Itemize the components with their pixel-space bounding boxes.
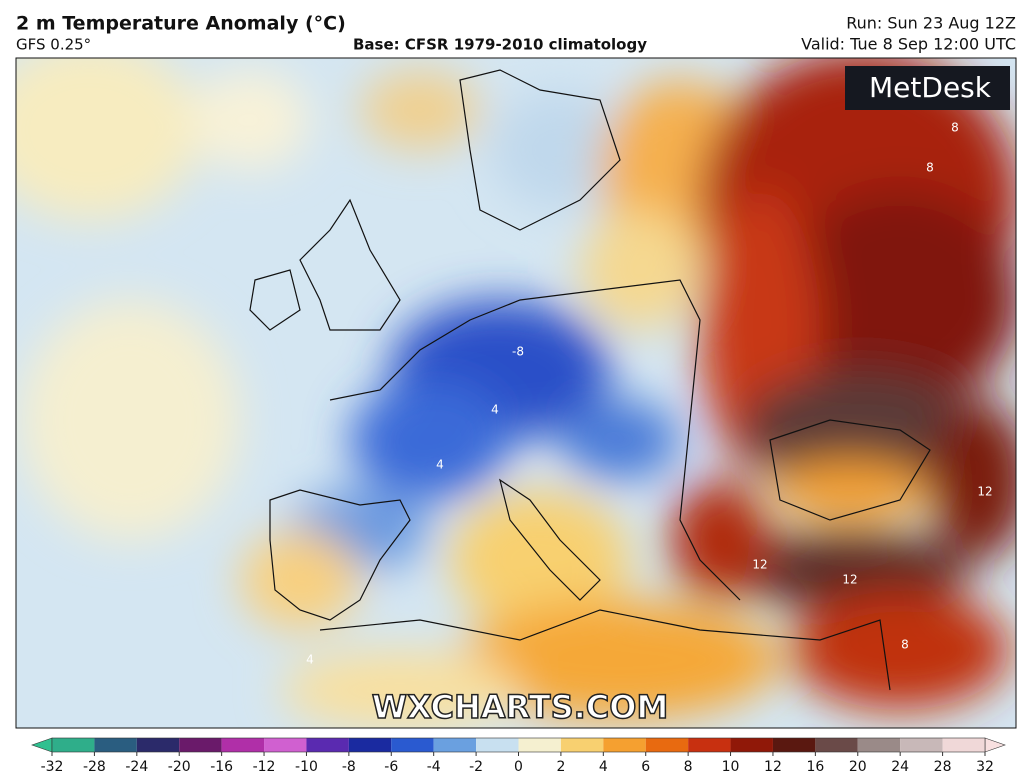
base: Base: CFSR 1979-2010 climatology — [353, 36, 647, 54]
colorbar-tick-label: -2 — [469, 759, 483, 775]
colorbar-bin — [179, 738, 222, 752]
colorbar-tick-label: -24 — [125, 759, 148, 775]
valid: Valid: Tue 8 Sep 12:00 UTC — [801, 35, 1016, 54]
colorbar-bin — [306, 738, 349, 752]
colorbar-tick-label: 32 — [976, 759, 994, 775]
map — [16, 58, 1016, 728]
colorbar-tick-label: 16 — [806, 759, 824, 775]
colorbar-tick-label: 6 — [641, 759, 650, 775]
colorbar-bin — [900, 738, 943, 752]
contour-label: 8 — [926, 161, 934, 175]
colorbar-tick-label: 28 — [934, 759, 952, 775]
map-frame — [15, 57, 1017, 729]
colorbar-tick-label: -28 — [83, 759, 106, 775]
colorbar-bin — [221, 738, 265, 752]
colorbar-tick-label: -16 — [210, 759, 233, 775]
contour-label: -8 — [512, 345, 524, 359]
colorbar-bin — [857, 738, 901, 752]
run: Run: Sun 23 Aug 12Z — [846, 14, 1016, 33]
colorbar-bin — [942, 738, 985, 752]
contour-label: 12 — [752, 558, 767, 572]
colorbar-bin — [688, 738, 731, 752]
colorbar-high-arrow — [984, 737, 1006, 753]
contour-label: 8 — [951, 121, 959, 135]
contour-label: 4 — [306, 653, 314, 667]
colorbar-tick-label: 2 — [556, 759, 565, 775]
colorbar-tick-label: 24 — [891, 759, 909, 775]
colorbar-tick-label: -6 — [384, 759, 398, 775]
title: 2 m Temperature Anomaly (°C) — [16, 13, 346, 35]
contour-label: 4 — [491, 403, 499, 417]
colorbar-tick-label: -12 — [253, 759, 276, 775]
colorbar-bin — [772, 738, 816, 752]
colorbar-low-arrow — [31, 737, 53, 753]
colorbar-bin — [815, 738, 858, 752]
colorbar-bin — [560, 738, 604, 752]
colorbar-bin — [348, 738, 392, 752]
colorbar-bin — [476, 738, 519, 752]
watermark: WXCHARTS.COM — [372, 688, 669, 726]
colorbar-tick-label: 4 — [599, 759, 608, 775]
colorbar-bin — [730, 738, 773, 752]
logo-box — [845, 66, 1010, 110]
colorbar-bin — [264, 738, 307, 752]
colorbar-bin — [518, 738, 561, 752]
model: GFS 0.25° — [16, 36, 91, 54]
colorbar-bin — [94, 738, 137, 752]
colorbar-tick-label: 8 — [684, 759, 693, 775]
colorbar-bin — [136, 738, 180, 752]
coastlines — [249, 69, 931, 691]
colorbar-tick-label: 0 — [514, 759, 523, 775]
colorbar-bin — [433, 738, 477, 752]
logo: MetDesk — [869, 71, 992, 104]
colorbar-bin — [603, 738, 646, 752]
contour-label: 8 — [901, 638, 909, 652]
colorbar-tick-label: 12 — [764, 759, 782, 775]
contour-label: 4 — [436, 458, 444, 472]
contour-label: 12 — [842, 573, 857, 587]
colorbar-tick-label: -32 — [41, 759, 64, 775]
colorbar-tick-label: 20 — [849, 759, 867, 775]
colorbar-tick-label: -8 — [342, 759, 356, 775]
colorbar-bin — [52, 738, 95, 752]
colorbar-bin — [645, 738, 689, 752]
colorbar-tick-label: -10 — [295, 759, 318, 775]
colorbar-bin — [391, 738, 434, 752]
colorbar-tick-label: -4 — [427, 759, 441, 775]
colorbar-tick-label: 10 — [722, 759, 740, 775]
contour-label: 12 — [977, 485, 992, 499]
colorbar-tick-label: -20 — [168, 759, 191, 775]
